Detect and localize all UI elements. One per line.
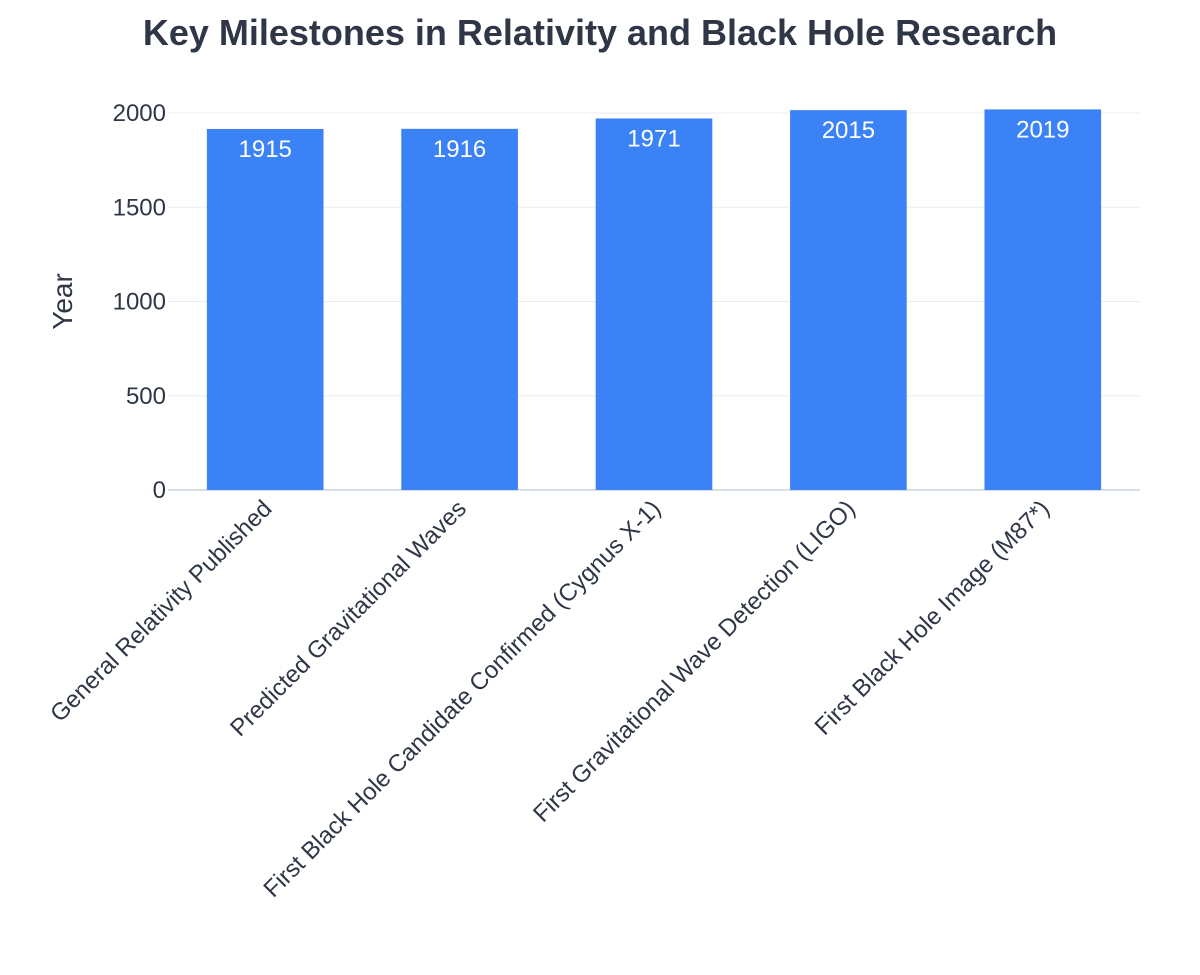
bar-data-label: 1971 xyxy=(627,125,680,152)
bar-data-label: 1916 xyxy=(433,136,486,163)
y-tick-label: 1500 xyxy=(113,194,166,221)
y-tick-label: 1000 xyxy=(113,289,166,316)
x-category-label: First Black Hole Image (M87*) xyxy=(810,495,1055,740)
y-axis-ticks: 0 500 1000 1500 2000 xyxy=(113,100,166,504)
bars xyxy=(206,109,1102,491)
x-category-label: General Relativity Published xyxy=(45,495,277,727)
bar xyxy=(595,118,713,491)
bar xyxy=(401,128,518,491)
data-labels: 1915 1916 1971 2015 2019 xyxy=(239,116,1070,163)
bar-data-label: 2015 xyxy=(822,117,875,144)
x-category-label: Predicted Gravitational Waves xyxy=(225,495,472,742)
bar-data-label: 2019 xyxy=(1016,116,1069,143)
y-tick-label: 500 xyxy=(126,383,166,410)
y-axis-title: Year xyxy=(47,273,78,330)
bar xyxy=(790,110,907,491)
x-category-label: First Black Hole Candidate Confirmed (Cy… xyxy=(259,495,667,903)
bar xyxy=(984,109,1102,490)
y-tick-label: 0 xyxy=(153,477,166,504)
x-category-label: First Gravitational Wave Detection (LIGO… xyxy=(528,495,861,828)
chart-title: Key Milestones in Relativity and Black H… xyxy=(143,12,1057,53)
bar-data-label: 1915 xyxy=(239,136,292,163)
bar xyxy=(206,129,324,490)
y-tick-label: 2000 xyxy=(113,100,166,127)
